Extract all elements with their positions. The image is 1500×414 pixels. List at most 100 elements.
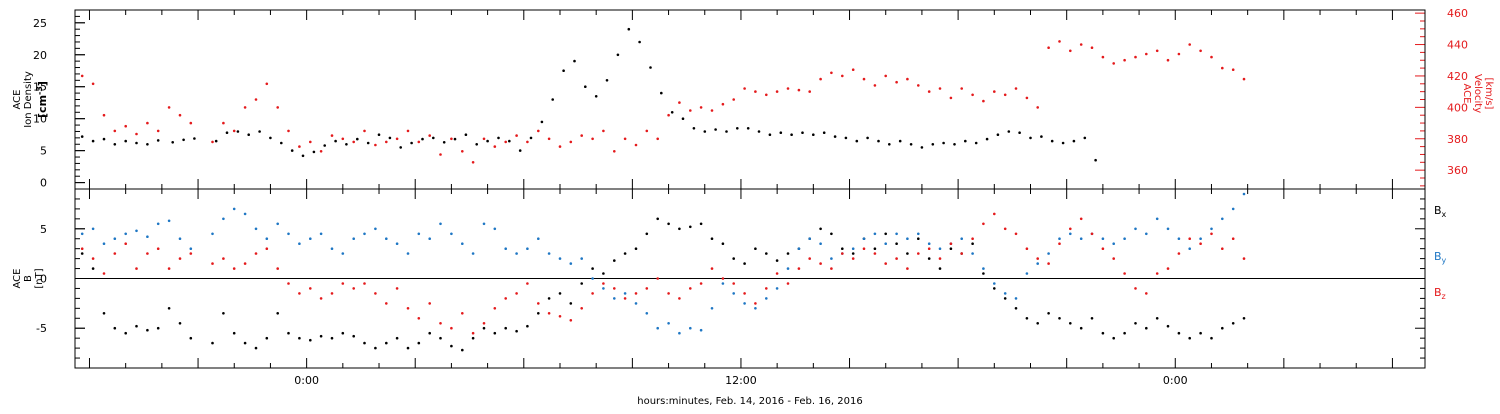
data-point <box>1188 43 1191 46</box>
data-point <box>1188 247 1191 250</box>
data-point <box>135 132 138 136</box>
data-point <box>703 130 707 133</box>
data-point <box>938 267 942 270</box>
data-point <box>931 143 935 146</box>
data-point <box>232 207 236 211</box>
data-point <box>515 134 518 137</box>
data-point <box>833 135 837 138</box>
data-point <box>399 146 403 149</box>
data-point <box>851 252 855 255</box>
data-point <box>1231 322 1235 325</box>
data-point <box>689 225 692 229</box>
data-point <box>113 129 117 133</box>
data-point <box>395 242 399 245</box>
data-point <box>330 134 334 137</box>
left-axis-label-line: [nT] <box>34 268 45 288</box>
right-tick-label: 420 <box>1447 70 1468 83</box>
data-point <box>667 222 670 226</box>
data-point <box>873 84 877 87</box>
legend-entry-name: B <box>1434 204 1442 217</box>
data-point <box>605 79 609 82</box>
x-axis-label: hours:minutes, Feb. 14, 2016 - Feb. 16, … <box>637 396 862 407</box>
data-point <box>450 326 453 330</box>
data-point <box>1014 297 1018 300</box>
data-point <box>124 124 127 128</box>
data-point <box>410 141 413 145</box>
data-point <box>996 133 1000 136</box>
data-point <box>178 113 182 117</box>
data-point <box>428 331 432 335</box>
data-point <box>341 331 345 335</box>
data-point <box>873 247 877 250</box>
x-tick-label: 12:00 <box>725 374 757 387</box>
data-point <box>1123 237 1126 240</box>
data-point <box>985 137 989 141</box>
data-point <box>569 262 573 265</box>
data-point <box>1112 242 1115 245</box>
data-point <box>352 287 356 290</box>
data-point <box>743 302 746 305</box>
right-tick-label: 380 <box>1447 133 1468 146</box>
data-point <box>232 331 236 335</box>
data-point <box>949 247 953 250</box>
data-point <box>526 140 529 144</box>
data-point <box>1058 40 1061 43</box>
data-point <box>895 232 898 236</box>
data-point <box>790 133 793 136</box>
data-point <box>182 138 185 142</box>
data-point <box>623 297 627 300</box>
data-point <box>156 326 160 330</box>
legend-entry-name: B <box>1434 250 1442 263</box>
data-point <box>363 129 366 133</box>
data-point <box>189 252 193 255</box>
data-point <box>385 341 388 345</box>
data-point <box>341 282 345 285</box>
data-point <box>1083 136 1087 140</box>
legend-entry: Bx <box>1434 204 1447 219</box>
data-point <box>573 59 576 63</box>
data-point <box>167 106 171 109</box>
data-point <box>526 247 529 250</box>
data-point <box>1047 262 1050 265</box>
data-point <box>602 272 605 275</box>
data-point <box>757 130 761 133</box>
data-point <box>938 87 942 90</box>
data-point <box>156 129 160 133</box>
data-point <box>1242 257 1246 260</box>
data-point <box>1177 52 1181 56</box>
data-point <box>135 141 138 145</box>
series-1-2 <box>80 212 1246 335</box>
data-point <box>461 242 464 245</box>
data-point <box>254 252 258 255</box>
data-point <box>482 222 486 226</box>
data-point <box>1177 252 1181 255</box>
data-point <box>1155 272 1159 275</box>
data-point <box>482 326 486 330</box>
data-point <box>558 145 562 148</box>
data-point <box>232 129 236 133</box>
data-point <box>113 237 117 240</box>
data-point <box>265 237 269 240</box>
data-point <box>1134 55 1137 59</box>
data-point <box>830 257 833 260</box>
data-point <box>623 137 627 141</box>
data-point <box>949 96 953 100</box>
data-point <box>345 143 348 146</box>
data-point <box>645 129 649 133</box>
data-point <box>1036 106 1039 109</box>
data-point <box>352 140 356 144</box>
series-1-0 <box>80 217 1246 352</box>
data-point <box>841 74 844 78</box>
data-point <box>841 252 844 255</box>
data-point <box>374 143 377 147</box>
data-point <box>884 232 887 236</box>
data-point <box>1079 217 1083 221</box>
data-point <box>714 128 717 131</box>
data-point <box>547 252 551 255</box>
data-point <box>1069 227 1072 231</box>
data-point <box>388 136 392 140</box>
data-point <box>634 292 638 295</box>
data-point <box>1036 257 1039 260</box>
